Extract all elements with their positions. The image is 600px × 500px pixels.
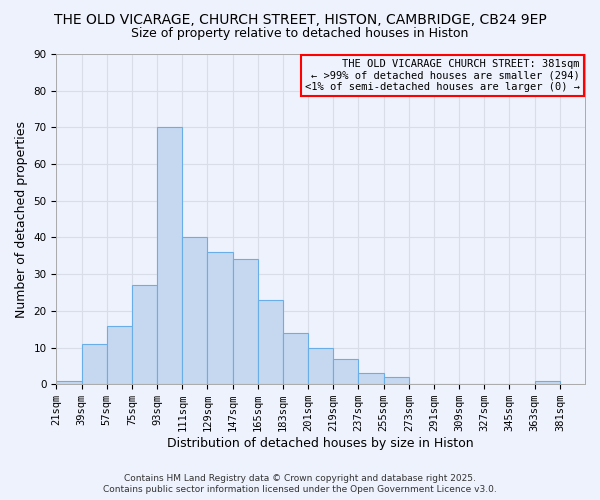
Bar xyxy=(182,238,208,384)
Bar xyxy=(157,128,182,384)
Bar xyxy=(535,380,560,384)
Bar xyxy=(283,333,308,384)
Bar xyxy=(333,358,358,384)
Bar xyxy=(233,260,258,384)
Bar xyxy=(383,377,409,384)
Text: THE OLD VICARAGE, CHURCH STREET, HISTON, CAMBRIDGE, CB24 9EP: THE OLD VICARAGE, CHURCH STREET, HISTON,… xyxy=(53,12,547,26)
Bar xyxy=(56,380,82,384)
Bar xyxy=(208,252,233,384)
Bar xyxy=(82,344,107,384)
Text: Contains HM Land Registry data © Crown copyright and database right 2025.
Contai: Contains HM Land Registry data © Crown c… xyxy=(103,474,497,494)
Bar xyxy=(308,348,333,384)
X-axis label: Distribution of detached houses by size in Histon: Distribution of detached houses by size … xyxy=(167,437,474,450)
Bar xyxy=(107,326,132,384)
Bar xyxy=(258,300,283,384)
Bar xyxy=(132,285,157,384)
Text: Size of property relative to detached houses in Histon: Size of property relative to detached ho… xyxy=(131,28,469,40)
Text: THE OLD VICARAGE CHURCH STREET: 381sqm
← >99% of detached houses are smaller (29: THE OLD VICARAGE CHURCH STREET: 381sqm ←… xyxy=(305,59,580,92)
Y-axis label: Number of detached properties: Number of detached properties xyxy=(15,120,28,318)
Bar xyxy=(358,373,383,384)
